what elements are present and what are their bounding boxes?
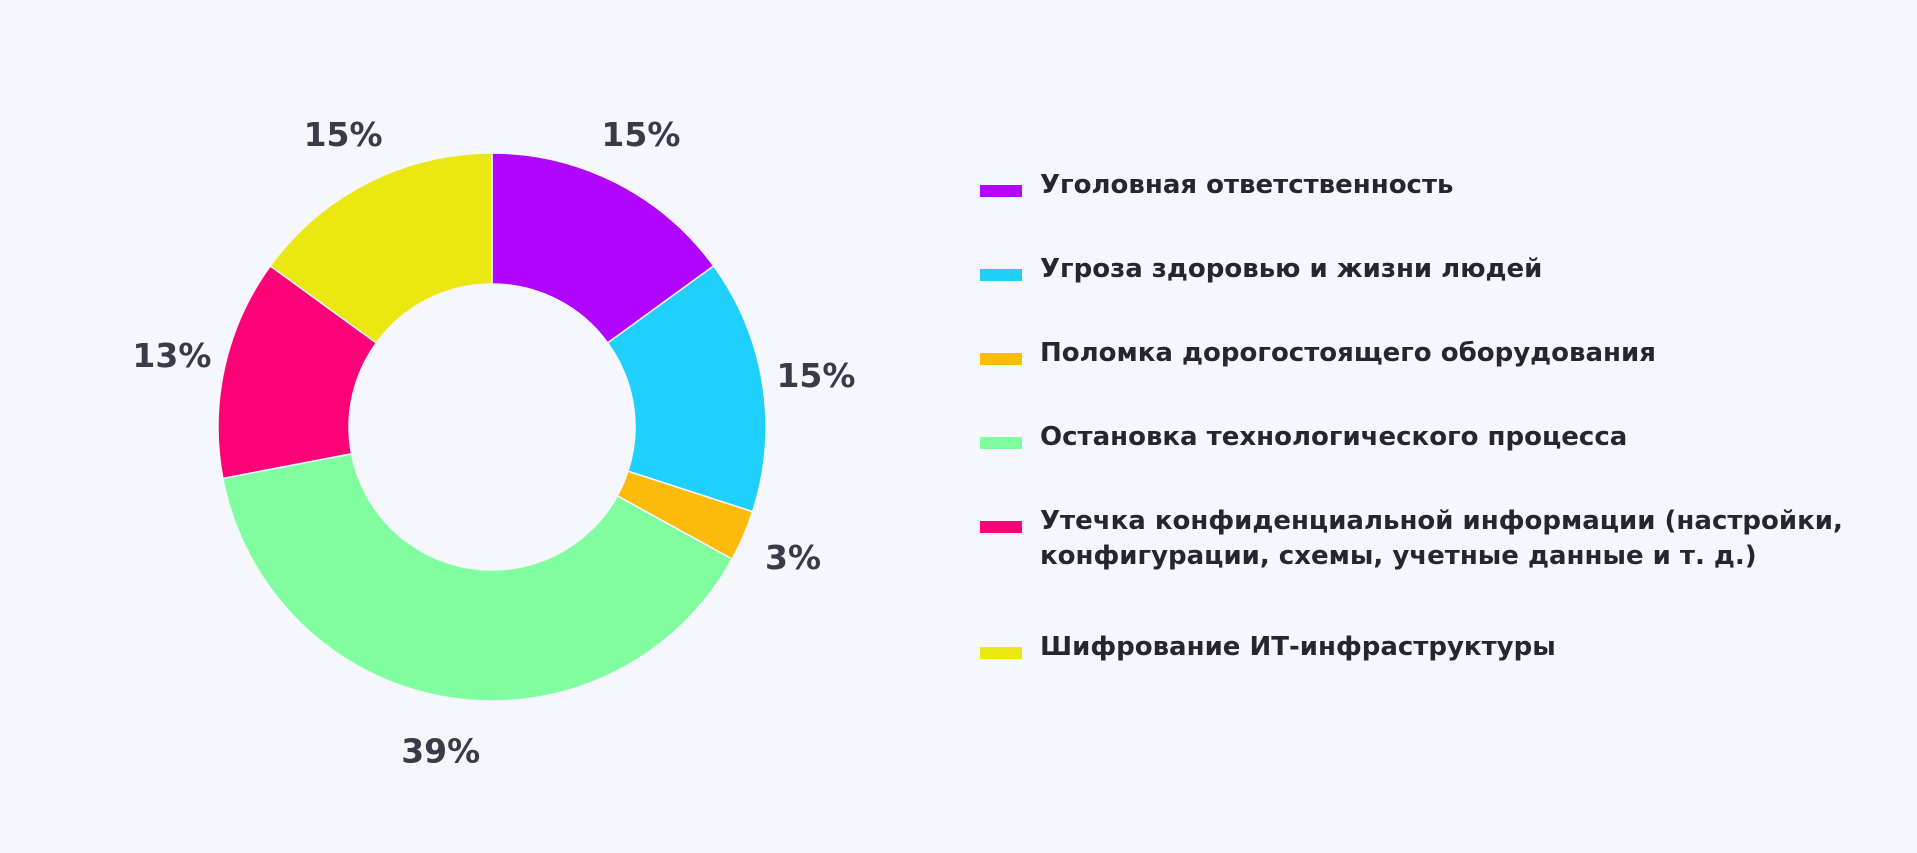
legend-item-1: Уголовная ответственность	[980, 168, 1880, 203]
legend-label: Шифрование ИТ-инфраструктуры	[1040, 632, 1556, 662]
legend-label: Поломка дорогостоящего оборудования	[1040, 338, 1656, 368]
legend-swatch	[980, 185, 1022, 197]
legend-label: Утечка конфиденциальной информации (наст…	[1040, 506, 1843, 571]
slice-label-2: 15%	[776, 356, 855, 395]
labels-group: 15% 15% 3% 39% 13% 15%	[132, 115, 855, 770]
slice-label-6: 15%	[304, 115, 383, 154]
slice-label-3: 3%	[765, 538, 821, 577]
legend-item-5: Утечка конфиденциальной информации (наст…	[980, 504, 1880, 574]
legend-item-3: Поломка дорогостоящего оборудования	[980, 336, 1880, 371]
slice-6	[269, 152, 493, 344]
legend-item-4: Остановка технологического процесса	[980, 420, 1880, 455]
slice-1	[491, 152, 715, 344]
slice-label-4: 39%	[401, 731, 480, 770]
donut-plot: 15% 15% 3% 39% 13% 15%	[132, 115, 855, 770]
legend-swatch	[980, 353, 1022, 365]
slice-4	[221, 452, 734, 702]
legend-swatch	[980, 437, 1022, 449]
legend-swatch	[980, 269, 1022, 281]
slice-5	[217, 264, 378, 480]
legend-swatch	[980, 521, 1022, 533]
legend-item-2: Угроза здоровью и жизни людей	[980, 252, 1880, 287]
slice-label-5: 13%	[132, 336, 211, 375]
legend-label: Угроза здоровью и жизни людей	[1040, 254, 1543, 284]
legend-label: Остановка технологического процесса	[1040, 422, 1628, 452]
legend-label: Уголовная ответственность	[1040, 170, 1454, 200]
slice-2	[606, 264, 767, 513]
slice-label-1: 15%	[601, 115, 680, 154]
legend-swatch	[980, 647, 1022, 659]
slices-group	[217, 152, 767, 702]
legend-item-6: Шифрование ИТ-инфраструктуры	[980, 630, 1880, 665]
